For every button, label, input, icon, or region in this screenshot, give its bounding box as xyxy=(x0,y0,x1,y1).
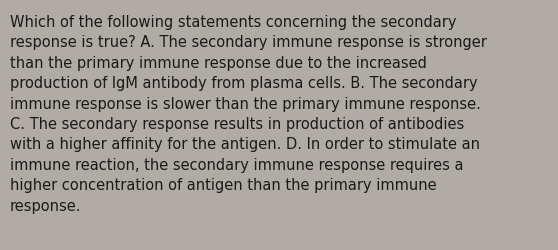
Text: Which of the following statements concerning the secondary
response is true? A. : Which of the following statements concer… xyxy=(10,15,487,213)
